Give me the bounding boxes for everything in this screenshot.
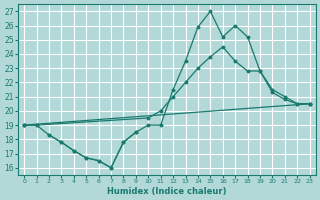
X-axis label: Humidex (Indice chaleur): Humidex (Indice chaleur) — [107, 187, 227, 196]
